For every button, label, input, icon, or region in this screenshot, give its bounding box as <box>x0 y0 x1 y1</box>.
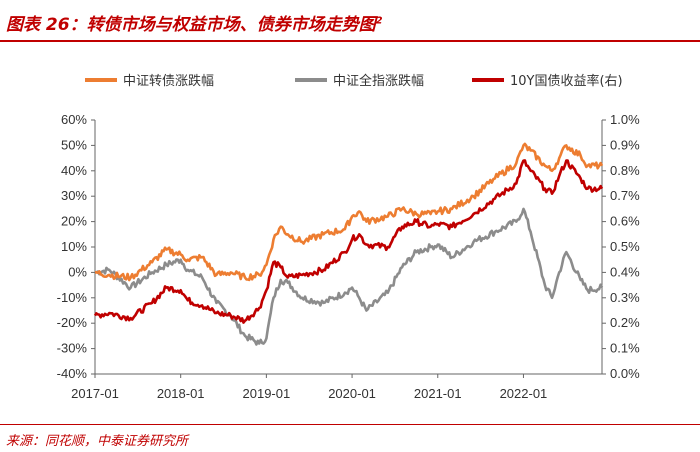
left-tick-label: 10% <box>61 239 87 254</box>
figure-title: 图表 26：转债市场与权益市场、债券市场走势图2 <box>6 10 383 35</box>
right-tick-label: 0.4% <box>610 264 640 279</box>
series-line-2 <box>94 207 604 346</box>
left-tick-label: -20% <box>57 315 88 330</box>
left-tick-label: 60% <box>61 112 87 127</box>
legend-label: 中证全指涨跌幅 <box>333 73 424 89</box>
series-line-3 <box>93 159 604 324</box>
title-divider <box>0 40 700 42</box>
right-tick-label: 1.0% <box>610 112 640 127</box>
source-divider <box>0 424 700 425</box>
left-tick-label: -40% <box>57 366 88 381</box>
x-tick-label: 2022-01 <box>500 386 548 401</box>
left-tick-label: -10% <box>57 290 88 305</box>
right-tick-label: 0.9% <box>610 137 640 152</box>
x-tick-label: 2018-01 <box>157 386 205 401</box>
legend-label: 中证转债涨跌幅 <box>123 73 214 89</box>
right-tick-label: 0.0% <box>610 366 640 381</box>
figure-title-text: 图表 26：转债市场与权益市场、债券市场走势图 <box>6 15 376 35</box>
left-tick-label: 20% <box>61 214 87 229</box>
source-note: 来源：同花顺，中泰证券研究所 <box>6 434 189 449</box>
right-tick-label: 0.7% <box>610 188 640 203</box>
series-line-1 <box>94 142 604 282</box>
left-tick-label: 0% <box>68 264 87 279</box>
figure-title-footnote: 2 <box>375 15 383 27</box>
right-tick-label: 0.8% <box>610 163 640 178</box>
x-tick-label: 2021-01 <box>414 386 462 401</box>
left-tick-label: 30% <box>61 188 87 203</box>
right-tick-label: 0.1% <box>610 341 640 356</box>
x-tick-label: 2017-01 <box>71 386 119 401</box>
left-tick-label: -30% <box>57 341 88 356</box>
x-tick-label: 2019-01 <box>243 386 291 401</box>
left-tick-label: 40% <box>61 163 87 178</box>
right-tick-label: 0.2% <box>610 315 640 330</box>
right-tick-label: 0.3% <box>610 290 640 305</box>
right-tick-label: 0.5% <box>610 239 640 254</box>
right-tick-label: 0.6% <box>610 214 640 229</box>
legend-label: 10Y国债收益率(右) <box>510 73 623 89</box>
left-tick-label: 50% <box>61 137 87 152</box>
x-tick-label: 2020-01 <box>328 386 376 401</box>
